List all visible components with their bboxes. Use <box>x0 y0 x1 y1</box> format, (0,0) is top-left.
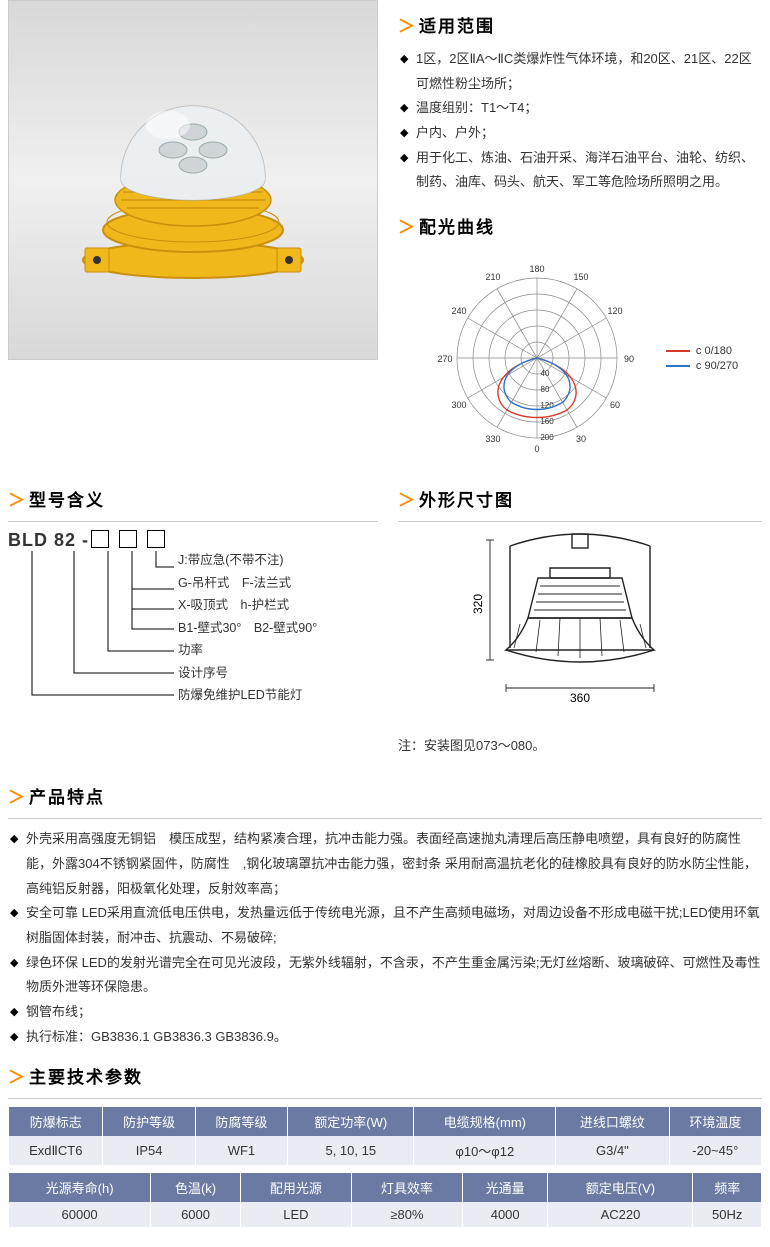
install-note: 注：安装图见073～080。 <box>398 735 762 754</box>
product-photo <box>8 0 378 360</box>
legend-label: c 90/270 <box>696 360 738 372</box>
spec-th: 额定功率(W) <box>288 1107 413 1136</box>
spec-table-1: 防爆标志 防护等级 防腐等级 额定功率(W) 电缆规格(mm) 进线口螺纹 环境… <box>8 1107 762 1165</box>
model-line: 设计序号 <box>178 662 317 685</box>
spec-th: 配用光源 <box>241 1173 351 1202</box>
spec-td: LED <box>241 1202 351 1227</box>
polar-legend: c 0/180 c 90/270 <box>666 342 738 375</box>
spec-th: 进线口螺纹 <box>556 1107 668 1136</box>
spec-td: 6000 <box>151 1202 240 1227</box>
model-line: G-吊杆式 F-法兰式 <box>178 572 317 595</box>
svg-text:60: 60 <box>610 400 620 410</box>
spec-td: φ10～φ12 <box>414 1136 555 1165</box>
svg-text:330: 330 <box>485 434 500 444</box>
features-heading: 产品特点 <box>8 783 762 808</box>
feature-item: 绿色环保 LED的发射光谱完全在可见光波段，无紫外线辐射，不含汞，不产生重金属污… <box>10 951 762 1000</box>
dimension-drawing: 320 360 <box>450 528 710 718</box>
dim-width: 360 <box>570 691 590 705</box>
model-line: B1-壁式30° B2-壁式90° <box>178 617 317 640</box>
feature-item: 执行标准：GB3836.1 GB3836.3 GB3836.9。 <box>10 1025 762 1050</box>
spec-td: AC220 <box>548 1202 692 1227</box>
model-line: 功率 <box>178 639 317 662</box>
svg-text:150: 150 <box>573 272 588 282</box>
svg-text:180: 180 <box>529 264 544 274</box>
svg-text:240: 240 <box>451 306 466 316</box>
lamp-illustration <box>63 50 323 310</box>
svg-text:80: 80 <box>540 385 549 394</box>
svg-text:0: 0 <box>534 444 539 454</box>
svg-text:90: 90 <box>624 354 634 364</box>
model-code: BLD 82 - <box>8 530 378 551</box>
spec-table-2: 光源寿命(h) 色温(k) 配用光源 灯具效率 光通量 额定电压(V) 频率 6… <box>8 1173 762 1227</box>
svg-text:270: 270 <box>437 354 452 364</box>
polar-chart: 180 150 120 90 60 30 0 330 300 270 240 2… <box>422 258 652 458</box>
spec-td: 50Hz <box>693 1202 761 1227</box>
model-line: J:带应急(不带不注) <box>178 549 317 572</box>
svg-text:160: 160 <box>540 417 554 426</box>
svg-text:300: 300 <box>451 400 466 410</box>
feature-item: 安全可靠 LED采用直流低电压供电，发热量远低于传统电光源，且不产生高频电磁场，… <box>10 901 762 950</box>
legend-label: c 0/180 <box>696 345 732 357</box>
spec-th: 光通量 <box>463 1173 547 1202</box>
scope-item: 用于化工、炼油、石油开采、海洋石油平台、油轮、纺织、制药、油库、码头、航天、军工… <box>400 146 762 195</box>
svg-text:30: 30 <box>576 434 586 444</box>
scope-item: 户内、户外； <box>400 121 762 146</box>
spec-td: ≥80% <box>352 1202 462 1227</box>
svg-text:40: 40 <box>540 369 549 378</box>
spec-td: IP54 <box>103 1136 194 1165</box>
model-meaning-diagram: J:带应急(不带不注) G-吊杆式 F-法兰式 X-吸顶式 h-护栏式 B1-壁… <box>8 549 378 769</box>
scope-heading: 适用范围 <box>398 12 762 37</box>
spec-th: 频率 <box>693 1173 761 1202</box>
spec-td: 4000 <box>463 1202 547 1227</box>
spec-td: -20~45° <box>670 1136 761 1165</box>
scope-item: 1区，2区ⅡA～ⅡC类爆炸性气体环境，和20区、21区、22区可燃性粉尘场所； <box>400 47 762 96</box>
dim-height: 320 <box>471 594 485 614</box>
spec-td: WF1 <box>196 1136 287 1165</box>
model-line: 防爆免维护LED节能灯 <box>178 684 317 707</box>
spec-th: 额定电压(V) <box>548 1173 692 1202</box>
spec-th: 防腐等级 <box>196 1107 287 1136</box>
spec-td: ExdⅡCT6 <box>9 1136 102 1165</box>
spec-th: 光源寿命(h) <box>9 1173 150 1202</box>
spec-th: 环境温度 <box>670 1107 761 1136</box>
spec-th: 电缆规格(mm) <box>414 1107 555 1136</box>
spec-th: 色温(k) <box>151 1173 240 1202</box>
polar-heading: 配光曲线 <box>398 213 762 238</box>
svg-text:200: 200 <box>540 433 554 442</box>
model-line: X-吸顶式 h-护栏式 <box>178 594 317 617</box>
feature-item: 钢管布线； <box>10 1000 762 1025</box>
spec-th: 防护等级 <box>103 1107 194 1136</box>
scope-list: 1区，2区ⅡA～ⅡC类爆炸性气体环境，和20区、21区、22区可燃性粉尘场所； … <box>398 47 762 195</box>
scope-item: 温度组别：T1～T4； <box>400 96 762 121</box>
svg-text:210: 210 <box>485 272 500 282</box>
spec-th: 防爆标志 <box>9 1107 102 1136</box>
spec-td: 60000 <box>9 1202 150 1227</box>
dims-heading: 外形尺寸图 <box>398 486 762 511</box>
params-heading: 主要技术参数 <box>8 1063 762 1088</box>
spec-th: 灯具效率 <box>352 1173 462 1202</box>
features-list: 外壳采用高强度无铜铝 模压成型，结构紧凑合理，抗冲击能力强。表面经高速抛丸清理后… <box>8 827 762 1049</box>
spec-td: G3/4" <box>556 1136 668 1165</box>
model-heading: 型号含义 <box>8 486 378 511</box>
feature-item: 外壳采用高强度无铜铝 模压成型，结构紧凑合理，抗冲击能力强。表面经高速抛丸清理后… <box>10 827 762 901</box>
spec-td: 5, 10, 15 <box>288 1136 413 1165</box>
svg-text:120: 120 <box>607 306 622 316</box>
